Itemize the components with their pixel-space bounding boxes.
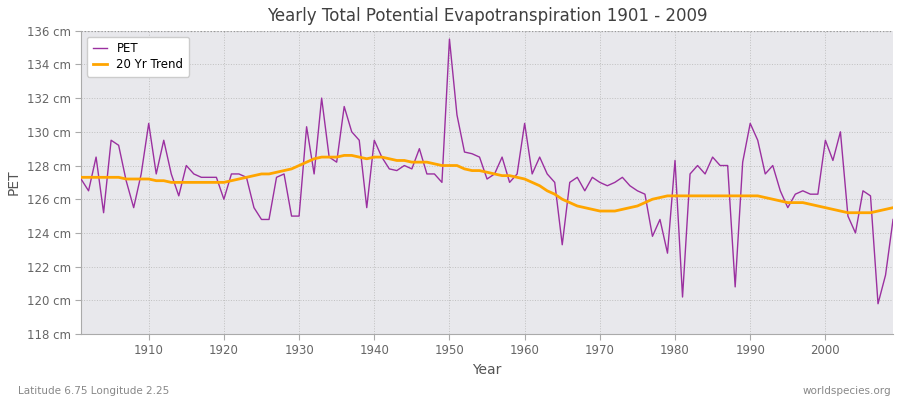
PET [76, 177, 86, 182]
20 Yr Trend [519, 177, 530, 182]
PET [136, 172, 147, 176]
PET [526, 172, 537, 176]
PET [887, 217, 898, 222]
PET [873, 301, 884, 306]
PET [346, 130, 357, 134]
Line: PET: PET [81, 39, 893, 304]
Legend: PET, 20 Yr Trend: PET, 20 Yr Trend [87, 36, 189, 77]
X-axis label: Year: Year [472, 363, 501, 377]
20 Yr Trend [302, 160, 312, 164]
20 Yr Trend [617, 207, 628, 212]
20 Yr Trend [338, 153, 349, 158]
20 Yr Trend [887, 205, 898, 210]
20 Yr Trend [136, 177, 147, 182]
Title: Yearly Total Potential Evapotranspiration 1901 - 2009: Yearly Total Potential Evapotranspiratio… [266, 7, 707, 25]
20 Yr Trend [526, 180, 537, 185]
Y-axis label: PET: PET [7, 170, 21, 195]
Text: Latitude 6.75 Longitude 2.25: Latitude 6.75 Longitude 2.25 [18, 386, 169, 396]
20 Yr Trend [354, 155, 364, 160]
20 Yr Trend [842, 210, 853, 215]
Line: 20 Yr Trend: 20 Yr Trend [81, 156, 893, 213]
20 Yr Trend [76, 175, 86, 180]
PET [302, 124, 312, 129]
PET [519, 121, 530, 126]
Text: worldspecies.org: worldspecies.org [803, 386, 891, 396]
PET [444, 37, 454, 42]
PET [617, 175, 628, 180]
